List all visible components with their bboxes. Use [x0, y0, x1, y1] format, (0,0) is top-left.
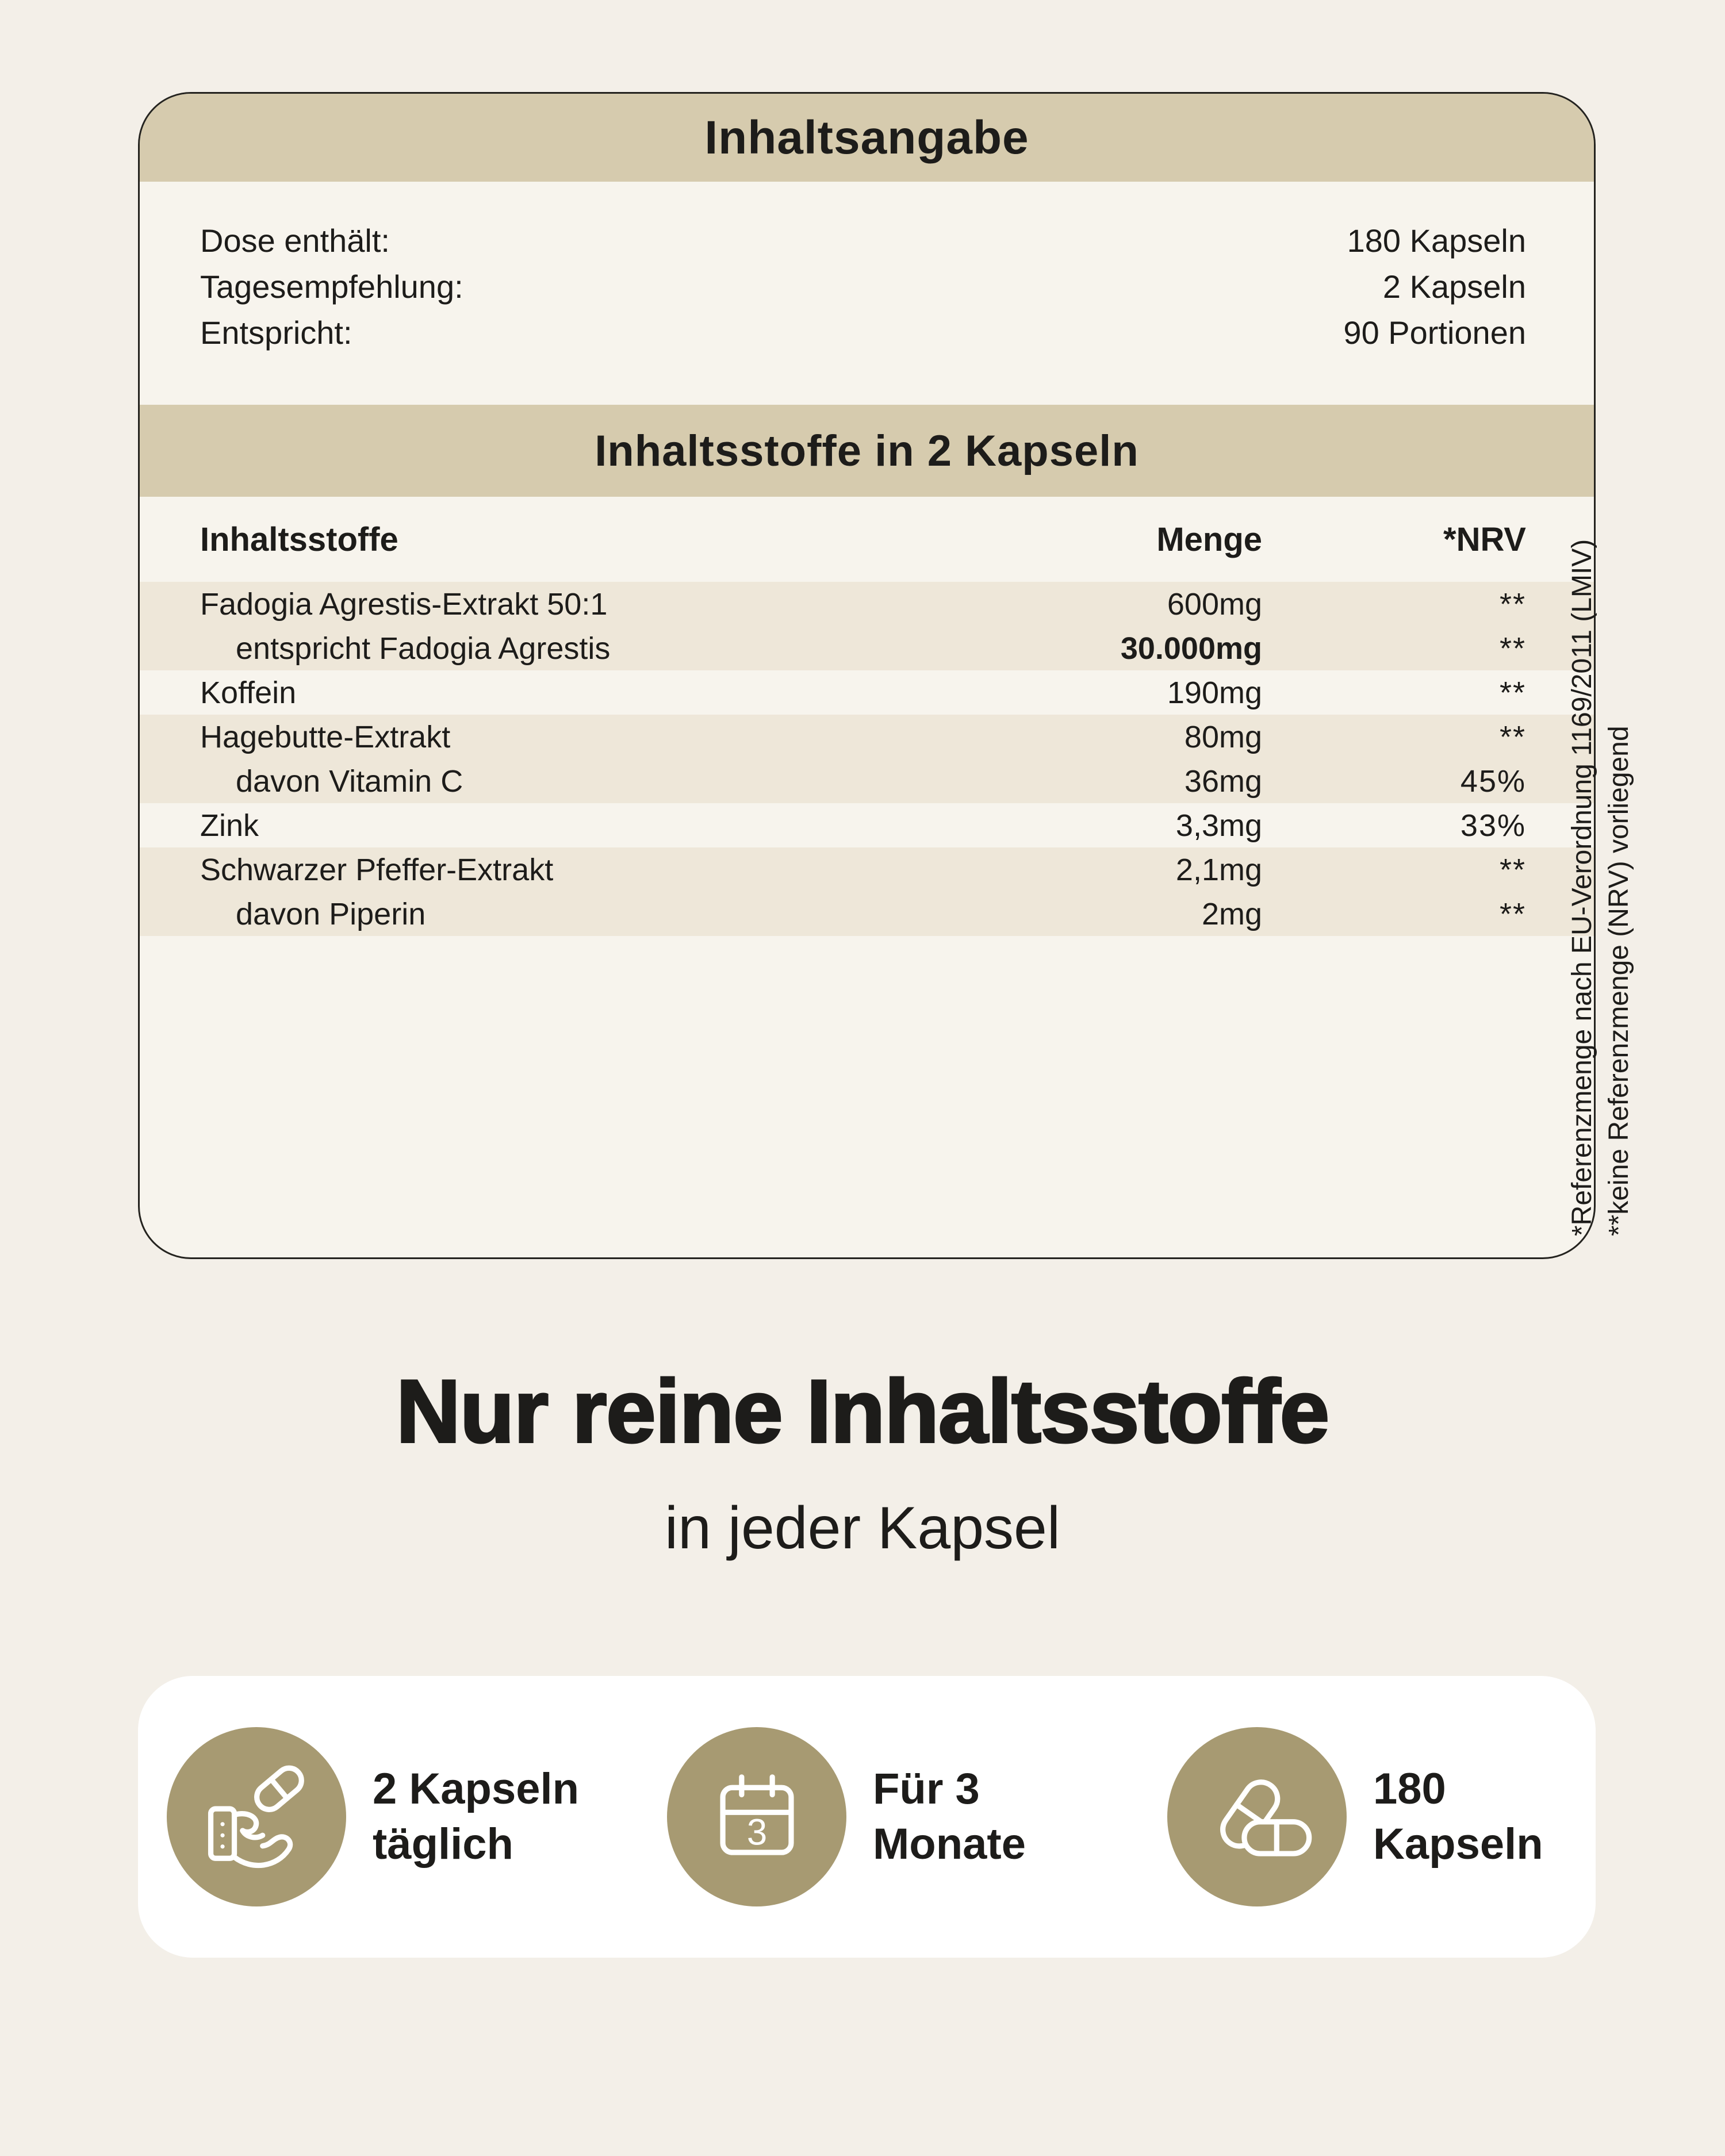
- summary-section: Dose enthält: 180 Kapseln Tagesempfehlun…: [200, 217, 1526, 355]
- feature-label: 2 Kapseln täglich: [373, 1762, 579, 1872]
- ingredient-name: Hagebutte-Extrakt: [200, 719, 451, 754]
- feature-label: 180 Kapseln: [1373, 1762, 1543, 1872]
- ingredient-amount: 600mg: [1167, 586, 1262, 622]
- ingredient-nrv: **: [1499, 719, 1526, 754]
- table-row: Hagebutte-Extrakt 80mg **: [140, 715, 1594, 759]
- ingredient-nrv: **: [1499, 586, 1526, 622]
- table-row: Koffein 190mg **: [140, 670, 1594, 715]
- ingredient-nrv: **: [1499, 852, 1526, 887]
- table-row: entspricht Fadogia Agrestis 30.000mg **: [140, 626, 1594, 670]
- feature-dosage: 2 Kapseln täglich: [167, 1727, 667, 1906]
- summary-label: Tagesempfehlung:: [200, 268, 463, 305]
- col-header-ingredient: Inhaltsstoffe: [200, 520, 398, 558]
- ingredient-name: davon Piperin: [236, 896, 426, 931]
- ingredient-name: Schwarzer Pfeffer-Extrakt: [200, 852, 554, 887]
- capsules-icon: [1167, 1727, 1347, 1906]
- feature-label-line1: 180: [1373, 1764, 1446, 1813]
- footnote-reference: *Referenzmenge nach EU-Verordnung 1169/2…: [1567, 539, 1597, 1236]
- table-header-row: Inhaltsstoffe Menge *NRV: [140, 497, 1594, 582]
- summary-row: Entspricht: 90 Portionen: [200, 309, 1526, 355]
- table-row: davon Vitamin C 36mg 45%: [140, 759, 1594, 803]
- feature-count: 180 Kapseln: [1167, 1727, 1584, 1906]
- ingredients-table: Inhaltsstoffe Menge *NRV Fadogia Agresti…: [140, 497, 1594, 936]
- ingredient-name: Fadogia Agrestis-Extrakt 50:1: [200, 586, 608, 622]
- feature-label-line2: Monate: [873, 1820, 1026, 1869]
- summary-label: Entspricht:: [200, 314, 352, 351]
- card-title: Inhaltsangabe: [704, 111, 1029, 164]
- calendar-icon: 3: [667, 1727, 846, 1906]
- ingredient-nrv: **: [1499, 675, 1526, 710]
- summary-label: Dose enthält:: [200, 222, 390, 259]
- headline-subtitle: in jeder Kapsel: [665, 1495, 1060, 1562]
- ingredient-name: entspricht Fadogia Agrestis: [236, 631, 611, 666]
- feature-label-line2: täglich: [373, 1820, 513, 1869]
- ingredient-name: Zink: [200, 808, 259, 843]
- summary-value: 90 Portionen: [1343, 314, 1526, 351]
- supplement-facts-card: Inhaltsangabe Dose enthält: 180 Kapseln …: [138, 92, 1596, 1259]
- summary-row: Tagesempfehlung: 2 Kapseln: [200, 263, 1526, 309]
- ingredient-amount: 80mg: [1184, 719, 1262, 754]
- table-row: Zink 3,3mg 33%: [140, 803, 1594, 847]
- table-row: Schwarzer Pfeffer-Extrakt 2,1mg **: [140, 847, 1594, 892]
- ingredient-amount: 30.000mg: [1120, 631, 1262, 666]
- section-title: Inhaltsstoffe in 2 Kapseln: [595, 426, 1139, 475]
- ingredient-amount: 2mg: [1201, 896, 1262, 931]
- ingredient-amount: 3,3mg: [1175, 808, 1262, 843]
- col-header-nrv: *NRV: [1443, 520, 1526, 558]
- summary-row: Dose enthält: 180 Kapseln: [200, 217, 1526, 263]
- feature-label-line1: Für 3: [873, 1764, 980, 1813]
- feature-duration: 3 Für 3 Monate: [667, 1727, 1167, 1906]
- headline-block: Nur reine Inhaltsstoffe in jeder Kapsel: [0, 1357, 1725, 1563]
- hand-capsule-icon: [167, 1727, 346, 1906]
- summary-value: 2 Kapseln: [1382, 268, 1526, 305]
- ingredient-nrv: **: [1499, 896, 1526, 931]
- ingredient-name: Koffein: [200, 675, 297, 710]
- feature-label-line2: Kapseln: [1373, 1820, 1543, 1869]
- calendar-day-number: 3: [746, 1812, 766, 1852]
- table-row: Fadogia Agrestis-Extrakt 50:1 600mg **: [140, 582, 1594, 626]
- section-title-bar: Inhaltsstoffe in 2 Kapseln: [140, 405, 1594, 497]
- col-header-amount: Menge: [1156, 520, 1262, 558]
- table-row: davon Piperin 2mg **: [140, 892, 1594, 936]
- ingredient-amount: 190mg: [1167, 675, 1262, 710]
- summary-value: 180 Kapseln: [1347, 222, 1526, 259]
- footnote-no-nrv: **keine Referenzmenge (NRV) vorliegend: [1604, 726, 1634, 1236]
- ingredient-name: davon Vitamin C: [236, 764, 463, 799]
- feature-label-line1: 2 Kapseln: [373, 1764, 580, 1813]
- ingredient-nrv: **: [1499, 631, 1526, 666]
- features-bar: 2 Kapseln täglich 3 Für 3 Monate: [138, 1676, 1596, 1958]
- ingredient-nrv: 33%: [1460, 808, 1526, 843]
- headline-title: Nur reine Inhaltsstoffe: [395, 1360, 1331, 1462]
- card-title-bar: Inhaltsangabe: [140, 94, 1594, 182]
- ingredient-nrv: 45%: [1460, 764, 1526, 799]
- ingredient-amount: 36mg: [1184, 764, 1262, 799]
- ingredient-amount: 2,1mg: [1175, 852, 1262, 887]
- feature-label: Für 3 Monate: [873, 1762, 1026, 1872]
